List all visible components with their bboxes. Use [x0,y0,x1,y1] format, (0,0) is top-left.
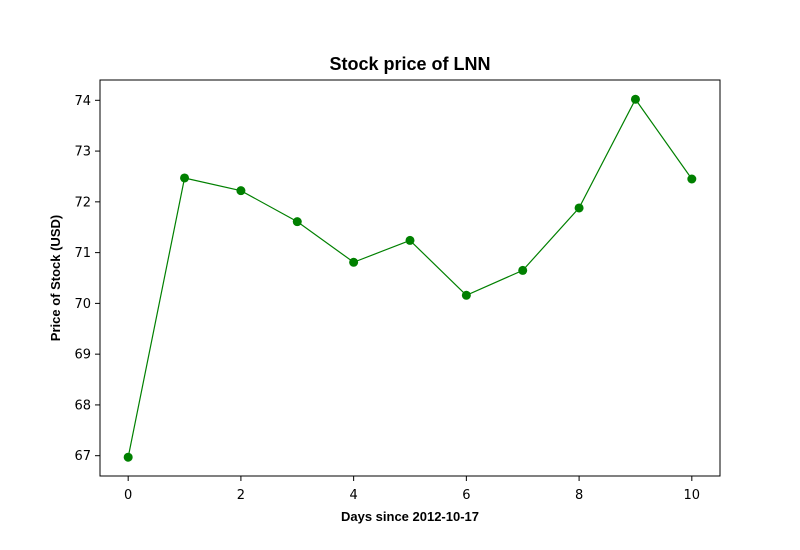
data-point [236,186,246,196]
data-point [574,203,584,213]
plot-area-frame [99,79,721,477]
data-point [405,235,415,245]
data-point [518,265,528,275]
y-tick-label: 74 [74,94,91,109]
x-tick-label: 8 [575,488,583,503]
data-point [630,94,640,104]
x-tick-label: 0 [124,488,132,503]
y-axis-label: Price of Stock (USD) [48,215,63,341]
x-tick-label: 10 [684,488,701,503]
y-tick-label: 71 [74,246,91,261]
y-tick-label: 72 [74,195,91,210]
price-series-markers [123,94,697,462]
data-point [180,173,190,183]
chart-title: Stock price of LNN [329,54,490,74]
data-point [292,217,302,227]
data-point [349,257,359,267]
y-tick-label: 70 [74,297,91,312]
x-axis-label: Days since 2012-10-17 [341,509,479,524]
x-tick-label: 6 [462,488,470,503]
data-point [687,174,697,184]
y-axis-ticks: 67 68 69 70 71 72 73 74 [74,94,100,464]
y-tick-label: 68 [74,398,91,413]
y-tick-label: 67 [74,449,91,464]
x-axis-ticks: 0 2 4 6 8 10 [124,476,700,503]
data-point [461,290,471,300]
x-tick-label: 2 [237,488,245,503]
data-point [123,452,133,462]
x-tick-label: 4 [349,488,357,503]
y-tick-label: 73 [74,145,91,160]
y-tick-label: 69 [74,348,91,363]
